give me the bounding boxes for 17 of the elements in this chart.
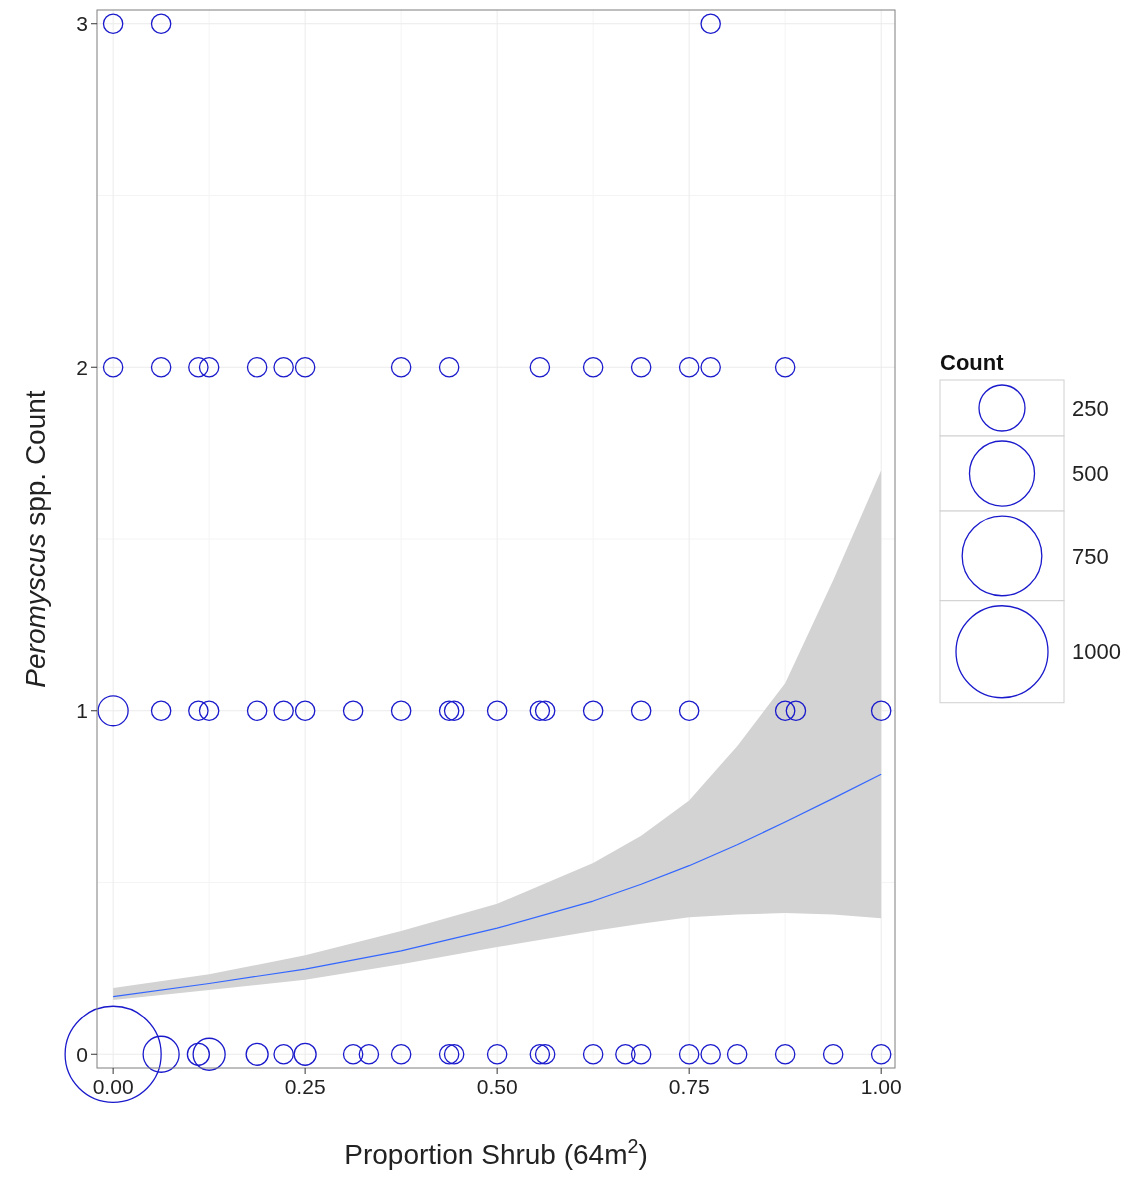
legend-title: Count (940, 350, 1005, 375)
x-tick-label: 0.75 (668, 1075, 710, 1098)
legend-label: 750 (1072, 543, 1109, 569)
x-axis-title: Proportion Shrub (64m$^{2}$) (344, 1135, 648, 1170)
y-tick-label: 0 (76, 1042, 88, 1066)
x-tick-label: 1.00 (860, 1075, 902, 1098)
y-tick-label: 2 (76, 355, 88, 379)
legend-label: 250 (1072, 395, 1109, 421)
x-tick-label: 0.50 (476, 1075, 518, 1098)
x-tick-label: 0.25 (284, 1075, 326, 1098)
x-tick-label: 0.00 (92, 1075, 134, 1098)
y-tick-label: 3 (76, 12, 88, 36)
legend-label: 500 (1072, 461, 1109, 487)
y-axis-title: Peromyscus spp. Count (20, 390, 51, 688)
legend-label: 1000 (1072, 639, 1121, 665)
line-series (112, 773, 882, 998)
y-tick-label: 1 (76, 699, 88, 723)
